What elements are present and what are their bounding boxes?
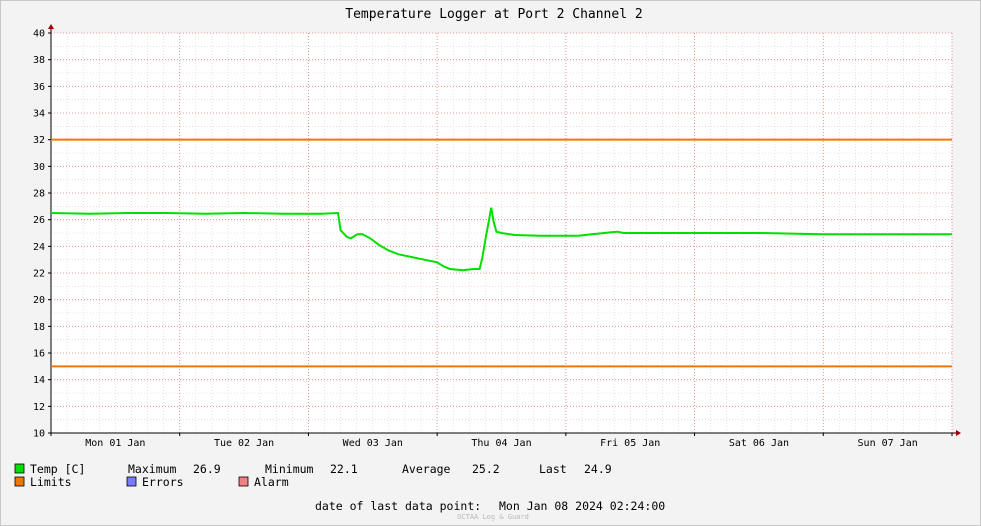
y-tick-label: 40 [33,29,45,40]
average-value: 25.2 [472,462,500,476]
y-tick-label: 26 [33,215,45,226]
y-axis-ticks: 10 12 14 16 18 20 22 24 26 28 30 32 34 36 38 40 [33,29,51,440]
y-tick-label: 30 [33,162,45,173]
limits-legend-label: Limits [30,475,72,489]
y-tick-label: 38 [33,55,45,66]
watermark: OCTAA Log & Guard [457,513,529,521]
x-tick-label: Fri 05 Jan [600,438,660,449]
alarm-legend-label: Alarm [254,475,289,489]
chart-title: Temperature Logger at Port 2 Channel 2 [345,7,642,22]
y-tick-label: 32 [33,135,45,146]
x-tick-label: Tue 02 Jan [214,438,274,449]
y-tick-label: 28 [33,189,45,200]
y-tick-label: 24 [33,242,45,253]
y-tick-label: 10 [33,429,45,440]
y-tick-label: 34 [33,109,45,120]
temp-legend-swatch [14,463,25,474]
average-label: Average [402,462,451,476]
last-data-point-label: date of last data point: [315,499,481,513]
x-tick-label: Sat 06 Jan [729,438,789,449]
last-label: Last [539,462,567,476]
y-axis-arrow-icon [48,24,54,29]
errors-legend-label: Errors [142,475,184,489]
minimum-label: Minimum [265,462,314,476]
x-tick-label: Sun 07 Jan [858,438,918,449]
temp-legend-label: Temp [C] [30,462,85,476]
x-axis-ticks: Mon 01 Jan Tue 02 Jan Wed 03 Jan Thu 04 Jan… [50,433,953,449]
last-value: 24.9 [584,462,612,476]
y-tick-label: 36 [33,82,45,93]
y-tick-label: 14 [33,375,45,386]
y-tick-label: 16 [33,349,45,360]
x-tick-label: Mon 01 Jan [85,438,145,449]
limits-legend-swatch [14,476,25,487]
temp-series-line [50,207,952,272]
y-tick-label: 18 [33,322,45,333]
limit-lines [51,138,952,368]
errors-legend-swatch [126,476,137,487]
y-tick-label: 12 [33,402,45,413]
maximum-value: 26.9 [193,462,221,476]
x-axis-arrow-icon [956,430,961,436]
last-data-point-value: Mon Jan 08 2024 02:24:00 [499,499,665,513]
y-tick-label: 22 [33,269,45,280]
minimum-value: 22.1 [330,462,358,476]
alarm-legend-swatch [238,476,249,487]
y-tick-label: 20 [33,295,45,306]
maximum-label: Maximum [128,462,177,476]
x-tick-label: Thu 04 Jan [471,438,531,449]
x-tick-label: Wed 03 Jan [343,438,403,449]
